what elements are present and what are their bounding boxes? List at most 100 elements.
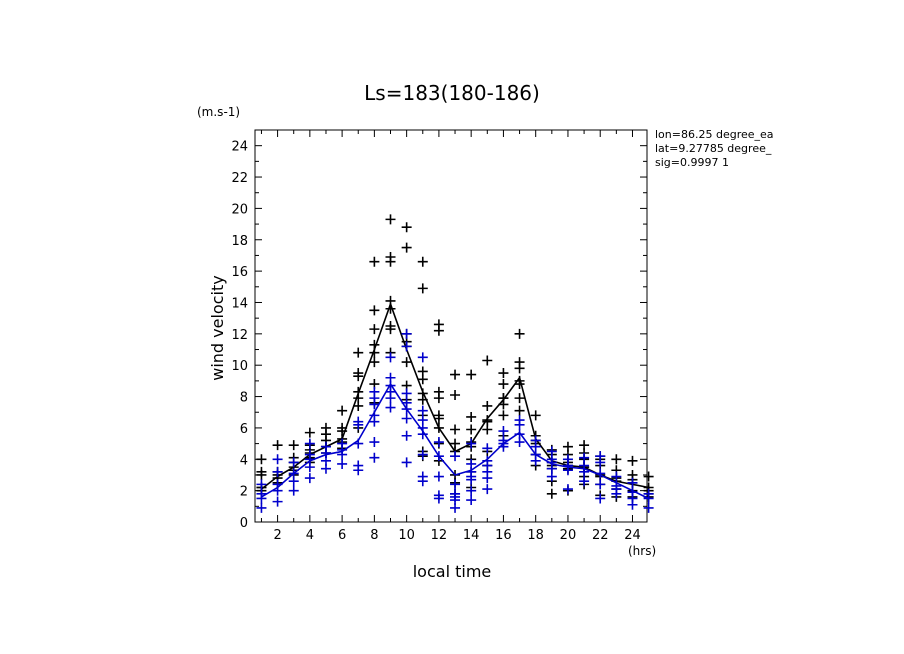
scatter-point (337, 438, 348, 449)
y-tick-label: 18 (231, 234, 248, 249)
info-line-sig: sig=0.9997 1 (655, 156, 729, 169)
x-tick-label: 10 (398, 528, 415, 543)
scatter-point (595, 493, 606, 504)
scatter-point (401, 413, 412, 424)
y-tick-label: 10 (231, 359, 248, 374)
scatter-point (385, 214, 396, 225)
scatter-point (433, 490, 444, 501)
scatter-point (417, 471, 428, 482)
scatter-point (288, 457, 299, 468)
scatter-point (498, 368, 509, 379)
scatter-point (288, 440, 299, 451)
scatter-point (579, 452, 590, 463)
scatter-point (417, 415, 428, 426)
series-2 (256, 328, 654, 513)
axis-ticks: 2 4 6 8 10 12 14 16 18 20 22 2402468101214161820222… (231, 129, 647, 543)
y-tick-label: 2 (240, 485, 248, 500)
scatter-point (611, 471, 622, 482)
scatter-point (417, 449, 428, 460)
scatter-point (385, 352, 396, 363)
scatter-point (562, 441, 573, 452)
scatter-point (256, 466, 267, 477)
scatter-point (514, 415, 525, 426)
scatter-point (482, 355, 493, 366)
x-tick-label: 20 (560, 528, 577, 543)
y-tick-label: 14 (231, 296, 248, 311)
scatter-point (256, 502, 267, 513)
scatter-point (369, 452, 380, 463)
x-tick-label: 2 (273, 528, 281, 543)
scatter-point (304, 427, 315, 438)
x-axis-title: local time (413, 562, 492, 581)
scatter-point (498, 410, 509, 421)
scatter-point (401, 328, 412, 339)
scatter-point (466, 438, 477, 449)
y-unit-label: (m.s-1) (197, 105, 240, 119)
scatter-point (433, 437, 444, 448)
scatter-point (466, 424, 477, 435)
x-tick-label: 8 (370, 528, 378, 543)
scatter-point (320, 441, 331, 452)
scatter-point (450, 369, 461, 380)
scatter-point (369, 386, 380, 397)
scatter-point (643, 502, 654, 513)
scatter-point (595, 451, 606, 462)
scatter-point (450, 451, 461, 462)
scatter-point (450, 479, 461, 490)
scatter-point (401, 341, 412, 352)
scatter-point (450, 389, 461, 400)
scatter-point (450, 488, 461, 499)
scatter-point (627, 455, 638, 466)
scatter-point (433, 471, 444, 482)
scatter-point (530, 435, 541, 446)
scatter-point (401, 222, 412, 233)
scatter-point (337, 405, 348, 416)
y-tick-label: 20 (231, 202, 248, 217)
scatter-point (514, 357, 525, 368)
scatter-point (369, 305, 380, 316)
scatter-point (514, 328, 525, 339)
scatter-point (272, 496, 283, 507)
scatter-point (256, 488, 267, 499)
y-tick-label: 22 (231, 171, 248, 186)
scatter-point (304, 438, 315, 449)
scatter-point (385, 321, 396, 331)
scatter-point (498, 379, 509, 390)
y-tick-label: 24 (231, 140, 248, 155)
scatter-point (417, 283, 428, 294)
scatter-point (611, 454, 622, 465)
scatter-point (433, 319, 444, 330)
x-tick-label: 14 (463, 528, 480, 543)
y-tick-label: 6 (240, 422, 248, 437)
scatter-point (337, 458, 348, 469)
scatter-point (546, 446, 557, 457)
scatter-point (417, 405, 428, 416)
scatter-point (369, 324, 380, 335)
scatter-point (401, 388, 412, 399)
info-line-lat: lat=9.27785 degree_ (655, 142, 772, 155)
y-tick-label: 16 (231, 265, 248, 280)
scatter-point (466, 369, 477, 380)
scatter-point (530, 410, 541, 421)
scatter-point (353, 368, 364, 379)
x-tick-label: 22 (592, 528, 609, 543)
x-tick-label: 6 (338, 528, 346, 543)
y-tick-label: 12 (231, 328, 248, 343)
x-tick-label: 4 (306, 528, 314, 543)
scatter-point (401, 357, 412, 368)
scatter-point (385, 252, 396, 263)
scatter-point (466, 458, 477, 469)
x-tick-label: 12 (431, 528, 448, 543)
x-tick-label: 24 (624, 528, 641, 543)
y-axis-title: wind velocity (208, 275, 227, 380)
y-tick-label: 4 (240, 453, 248, 468)
scatter-point (498, 426, 509, 437)
chart-title: Ls=183(180-186) (364, 81, 540, 105)
scatter-point (466, 495, 477, 506)
scatter-point (288, 485, 299, 496)
scatter-point (450, 424, 461, 435)
scatter-point (466, 411, 477, 422)
scatter-point (256, 479, 267, 490)
scatter-point (256, 454, 267, 465)
scatter-point (353, 416, 364, 427)
